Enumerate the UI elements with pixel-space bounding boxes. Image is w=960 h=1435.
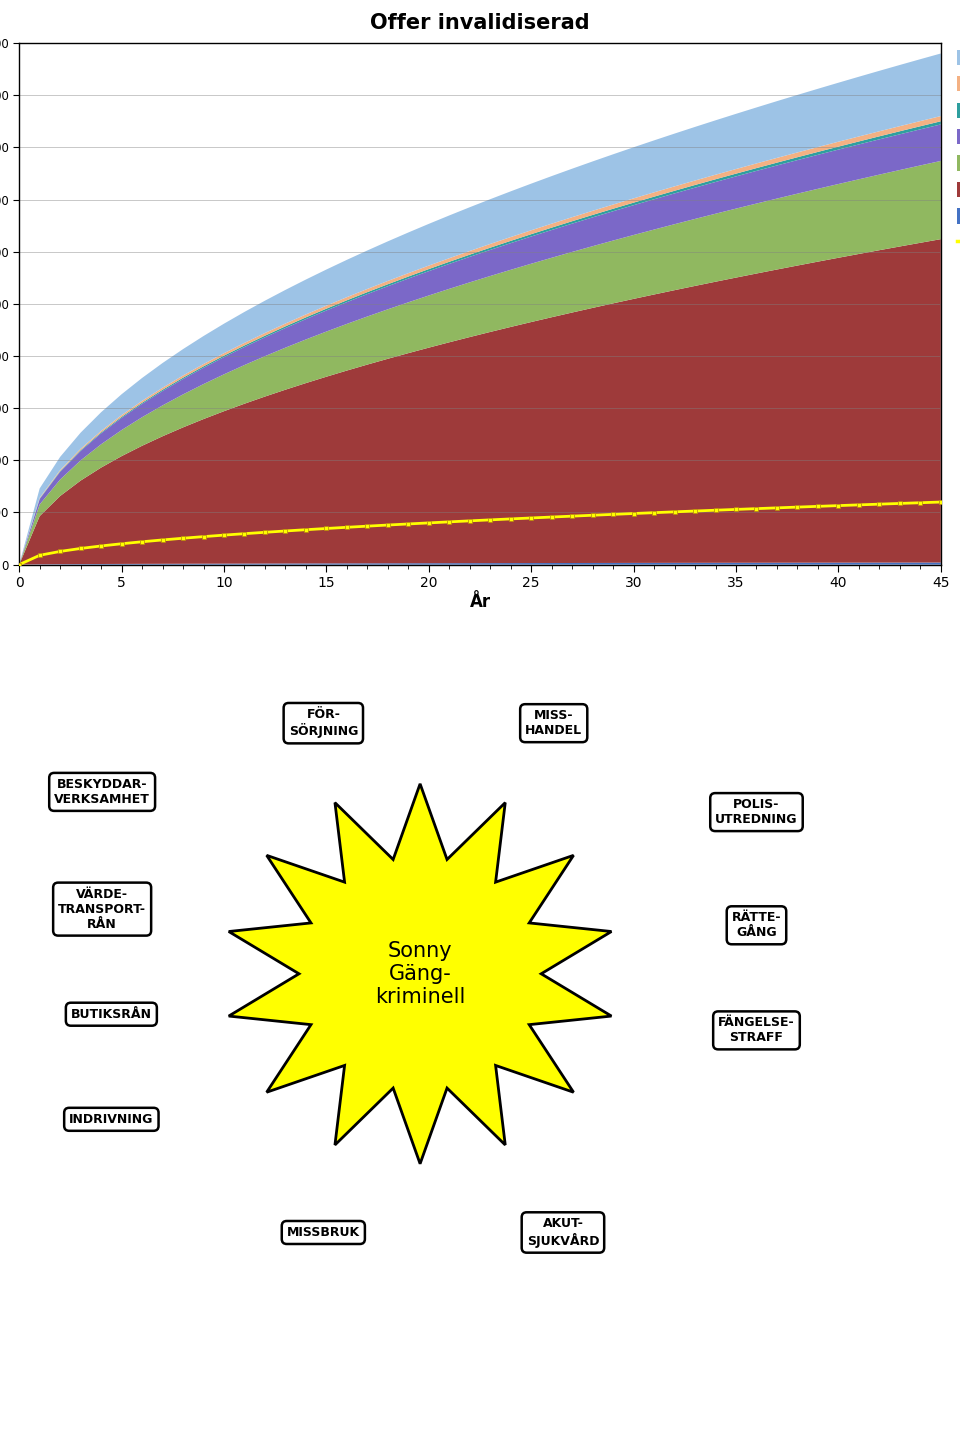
Text: INDRIVNING: INDRIVNING	[69, 1112, 154, 1126]
Text: Sonny
Gäng-
kriminell: Sonny Gäng- kriminell	[375, 940, 466, 1007]
Text: FÖR-
SÖRJNING: FÖR- SÖRJNING	[289, 707, 358, 739]
Text: RÄTTE-
GÅNG: RÄTTE- GÅNG	[732, 911, 781, 940]
Polygon shape	[228, 784, 612, 1164]
Text: BUTIKSRÅN: BUTIKSRÅN	[71, 1007, 152, 1020]
Text: FÄNGELSE-
STRAFF: FÄNGELSE- STRAFF	[718, 1016, 795, 1045]
Text: VÄRDE-
TRANSPORT-
RÅN: VÄRDE- TRANSPORT- RÅN	[59, 888, 146, 931]
Title: Offer invalidiserad: Offer invalidiserad	[371, 13, 589, 33]
Text: MISSBRUK: MISSBRUK	[287, 1225, 360, 1238]
Text: MISS-
HANDEL: MISS- HANDEL	[525, 709, 583, 738]
Text: BESKYDDAR-
VERKSAMHET: BESKYDDAR- VERKSAMHET	[54, 778, 150, 806]
X-axis label: År: År	[469, 593, 491, 611]
Text: POLIS-
UTREDNING: POLIS- UTREDNING	[715, 798, 798, 827]
Text: AKUT-
SJUKVÅRD: AKUT- SJUKVÅRD	[527, 1217, 599, 1247]
Legend: Produktionsvärde, Övriga, Rättsväsende, Landsting, Kommun, Försäkringskassa, Arb: Produktionsvärde, Övriga, Rättsväsende, …	[956, 50, 960, 250]
